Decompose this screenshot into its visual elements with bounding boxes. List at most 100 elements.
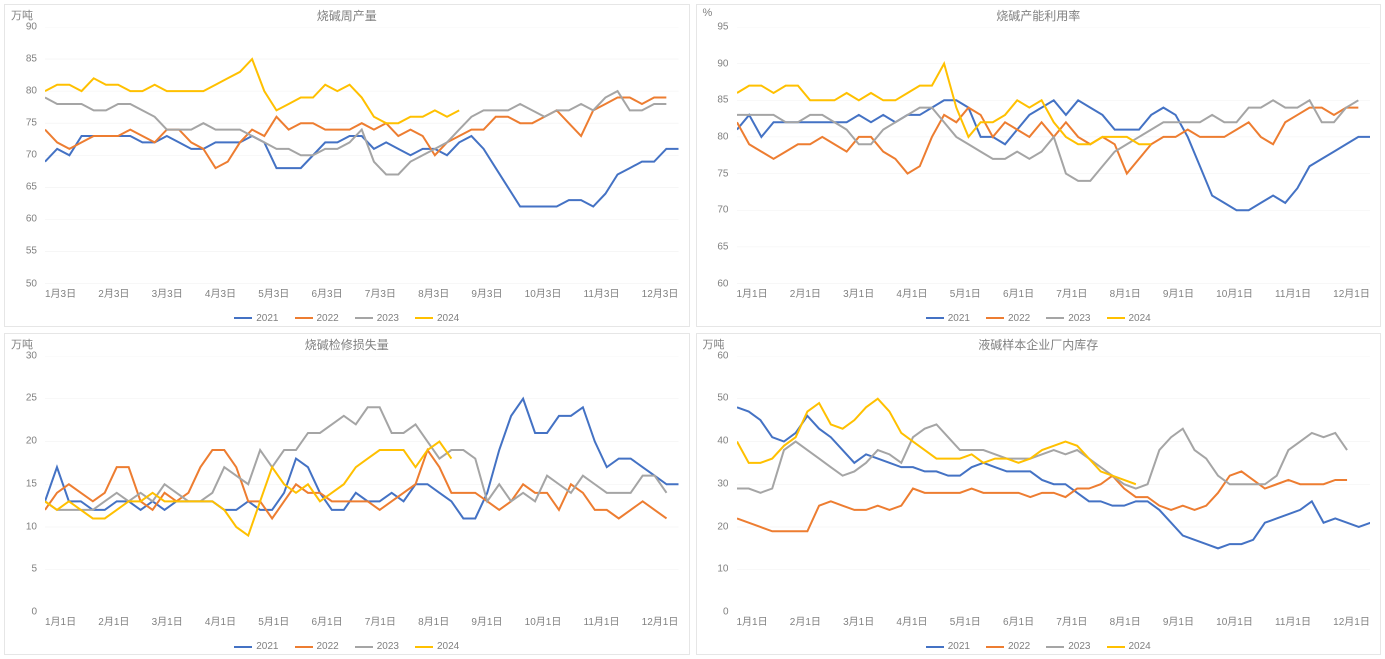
x-tick-label: 8月1日 — [418, 613, 449, 628]
y-tick: 10 — [717, 564, 728, 575]
y-tick: 20 — [717, 521, 728, 532]
y-tick: 50 — [26, 278, 37, 289]
y-tick: 10 — [26, 521, 37, 532]
y-tick: 55 — [26, 246, 37, 257]
x-tick-label: 10月1日 — [1216, 285, 1253, 300]
legend-label: 2022 — [1008, 313, 1030, 324]
x-tick-label: 8月1日 — [1110, 285, 1141, 300]
chart-title: 烧碱产能利用率 — [697, 7, 1381, 24]
x-tick-label: 12月1日 — [1333, 613, 1370, 628]
legend-label: 2021 — [256, 641, 278, 652]
legend-label: 2023 — [377, 313, 399, 324]
legend-item-2022: 2022 — [986, 641, 1030, 652]
x-axis: 1月1日2月1日3月1日4月1日5月1日6月1日7月1日8月1日9月1日10月1… — [737, 613, 1371, 628]
legend-item-2024: 2024 — [1107, 313, 1151, 324]
legend-swatch — [1107, 317, 1125, 319]
x-tick-label: 3月1日 — [152, 613, 183, 628]
x-tick-label: 5月1日 — [950, 613, 981, 628]
plot-area — [45, 356, 679, 613]
x-tick-label: 7月1日 — [365, 613, 396, 628]
y-tick: 0 — [723, 607, 729, 618]
chart-panel-1: 烧碱产能利用率%60657075808590951月1日2月1日3月1日4月1日… — [696, 4, 1382, 327]
legend-item-2023: 2023 — [355, 313, 399, 324]
y-unit-label: % — [703, 7, 713, 19]
y-tick: 85 — [717, 95, 728, 106]
legend-swatch — [986, 646, 1004, 648]
x-tick-label: 1月1日 — [737, 285, 768, 300]
x-tick-label: 4月1日 — [896, 613, 927, 628]
x-axis: 1月3日2月3日3月3日4月3日5月3日6月3日7月3日8月3日9月3日10月3… — [45, 285, 679, 300]
chart-panel-3: 液碱样本企业厂内库存万吨01020304050601月1日2月1日3月1日4月1… — [696, 333, 1382, 656]
x-tick-label: 11月1日 — [1275, 285, 1311, 300]
legend-label: 2024 — [437, 313, 459, 324]
chart-title: 烧碱检修损失量 — [5, 336, 689, 353]
legend-swatch — [295, 646, 313, 648]
series-line-2022 — [737, 108, 1358, 174]
x-tick-label: 3月3日 — [152, 285, 183, 300]
y-tick: 15 — [26, 478, 37, 489]
y-tick: 60 — [717, 278, 728, 289]
x-tick-label: 10月1日 — [525, 613, 562, 628]
legend-swatch — [295, 317, 313, 319]
legend-swatch — [1107, 646, 1125, 648]
legend-item-2024: 2024 — [1107, 641, 1151, 652]
x-tick-label: 4月1日 — [205, 613, 236, 628]
plot-area — [737, 27, 1371, 284]
y-tick: 65 — [26, 182, 37, 193]
x-tick-label: 9月1日 — [1163, 285, 1194, 300]
y-tick: 30 — [717, 478, 728, 489]
legend-swatch — [355, 646, 373, 648]
x-tick-label: 1月1日 — [737, 613, 768, 628]
x-tick-label: 4月3日 — [205, 285, 236, 300]
series-line-2021 — [45, 136, 679, 207]
legend-swatch — [1046, 646, 1064, 648]
x-tick-label: 6月1日 — [1003, 285, 1034, 300]
x-tick-label: 6月3日 — [311, 285, 342, 300]
legend: 2021202220232024 — [697, 313, 1381, 324]
legend-swatch — [926, 646, 944, 648]
legend-swatch — [1046, 317, 1064, 319]
legend-swatch — [986, 317, 1004, 319]
legend-swatch — [415, 317, 433, 319]
y-axis: 051015202530 — [5, 356, 41, 613]
y-tick: 60 — [26, 214, 37, 225]
x-tick-label: 6月1日 — [311, 613, 342, 628]
chart-panel-2: 烧碱检修损失量万吨0510152025301月1日2月1日3月1日4月1日5月1… — [4, 333, 690, 656]
legend: 2021 2022 2023 2024 — [5, 313, 689, 324]
y-tick: 85 — [26, 54, 37, 65]
legend-item-2024: 2024 — [415, 641, 459, 652]
legend: 2021 2022 2023 2024 — [5, 641, 689, 652]
x-tick-label: 2月3日 — [98, 285, 129, 300]
legend-label: 2023 — [377, 641, 399, 652]
legend-label: 2022 — [317, 641, 339, 652]
legend-label: 2022 — [317, 313, 339, 324]
legend-label: 2023 — [1068, 313, 1090, 324]
x-tick-label: 12月3日 — [642, 285, 679, 300]
x-tick-label: 6月1日 — [1003, 613, 1034, 628]
x-tick-label: 2月1日 — [790, 285, 821, 300]
legend-label: 2024 — [1129, 313, 1151, 324]
legend-swatch — [234, 646, 252, 648]
legend-item-2022: 2022 — [295, 313, 339, 324]
legend-item-2023: 2023 — [1046, 641, 1090, 652]
x-tick-label: 9月3日 — [471, 285, 502, 300]
legend-item-2024: 2024 — [415, 313, 459, 324]
legend-swatch — [355, 317, 373, 319]
legend-label: 2024 — [437, 641, 459, 652]
x-tick-label: 5月1日 — [950, 285, 981, 300]
x-axis: 1月1日2月1日3月1日4月1日5月1日6月1日7月1日8月1日9月1日10月1… — [45, 613, 679, 628]
y-tick: 75 — [26, 118, 37, 129]
x-tick-label: 7月1日 — [1056, 285, 1087, 300]
x-tick-label: 10月1日 — [1216, 613, 1253, 628]
legend-item-2021: 2021 — [926, 641, 970, 652]
x-tick-label: 3月1日 — [843, 285, 874, 300]
legend-item-2023: 2023 — [1046, 313, 1090, 324]
legend-label: 2021 — [256, 313, 278, 324]
legend-item-2021: 2021 — [234, 313, 278, 324]
x-tick-label: 5月1日 — [258, 613, 289, 628]
y-tick: 50 — [717, 393, 728, 404]
chart-title: 液碱样本企业厂内库存 — [697, 336, 1381, 353]
x-tick-label: 10月3日 — [525, 285, 562, 300]
series-line-2021 — [737, 100, 1371, 210]
y-tick: 90 — [717, 58, 728, 69]
